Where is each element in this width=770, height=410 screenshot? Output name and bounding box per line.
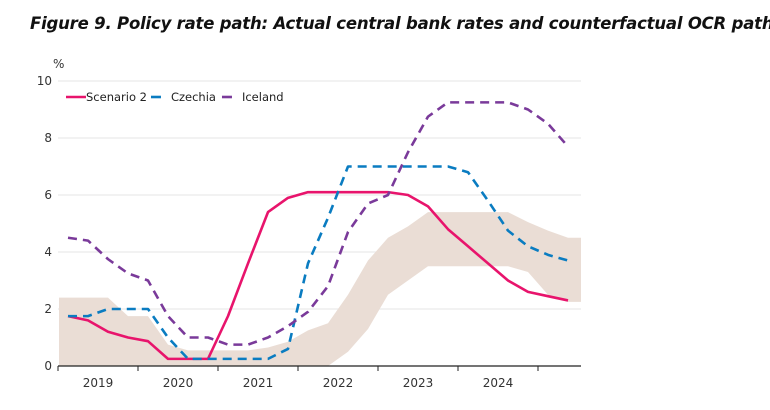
series-line-czechia	[68, 165, 569, 361]
x-tick-label: 2022	[323, 376, 354, 390]
legend-label-scenario-2: Scenario 2	[86, 90, 147, 104]
x-tick-label: 2023	[403, 376, 434, 390]
chart-title: Figure 9. Policy rate path: Actual centr…	[30, 14, 770, 33]
y-tick-label: 2	[44, 302, 52, 316]
legend: Scenario 2 Czechia Iceland	[66, 90, 284, 104]
series-line-scenario-2	[67, 190, 569, 361]
y-tick-label: 8	[44, 131, 52, 145]
y-tick-label: 6	[44, 188, 52, 202]
y-tick-label: 4	[44, 245, 52, 259]
y-tick-label: 0	[44, 359, 52, 373]
y-tick-label: 10	[37, 74, 52, 88]
x-tick-label: 2024	[483, 376, 514, 390]
x-tick-label: 2020	[163, 376, 194, 390]
legend-label-iceland: Iceland	[242, 90, 284, 104]
series-line-iceland	[67, 101, 569, 346]
band-area	[59, 212, 581, 366]
x-tick-label: 2021	[243, 376, 274, 390]
x-tick-label: 2019	[83, 376, 114, 390]
y-axis-unit-label: %	[53, 57, 64, 71]
axes: 2019 2020 2021 2022 2023 2024	[57, 365, 581, 390]
legend-label-czechia: Czechia	[171, 90, 216, 104]
series-lines	[67, 101, 569, 361]
